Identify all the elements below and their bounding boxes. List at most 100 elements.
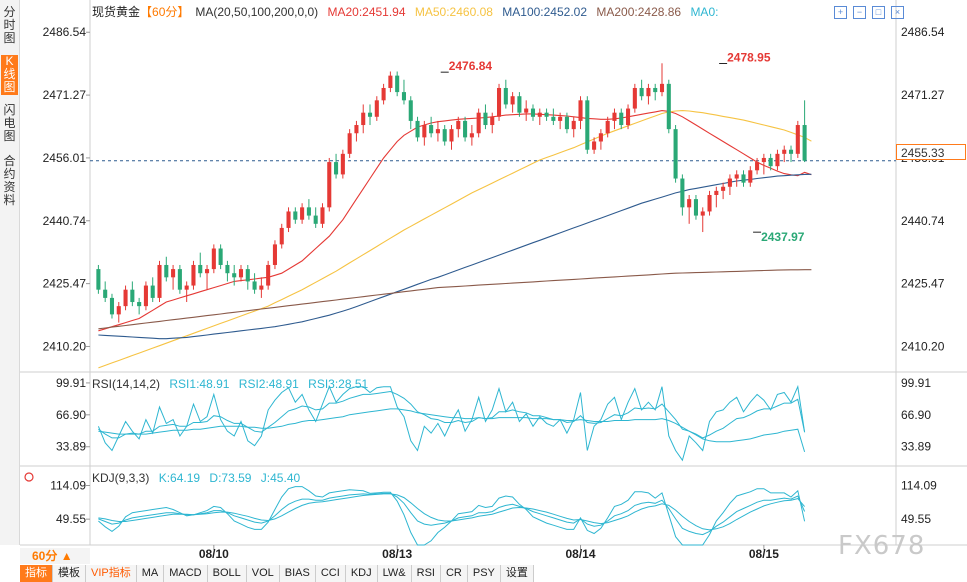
candle-body	[714, 190, 719, 195]
period-selector[interactable]: 60分 ▲	[20, 548, 90, 564]
main-legend: 现货黄金【60分】 MA(20,50,100,200,0,0) MA20:2451…	[92, 3, 724, 20]
candle-body	[245, 269, 250, 282]
candle-body	[300, 207, 305, 220]
candle-body	[578, 100, 583, 121]
indicator-tab[interactable]: 模板	[53, 565, 86, 582]
indicator-tab[interactable]: KDJ	[345, 565, 378, 582]
candle-body	[415, 120, 420, 138]
ma-line-ma20	[98, 110, 812, 332]
candle-body	[116, 306, 121, 315]
candle-body	[537, 112, 542, 117]
candle-body	[585, 100, 590, 150]
indicator-tab[interactable]: MA	[136, 565, 165, 582]
indicator-tab[interactable]: VIP指标	[86, 565, 137, 582]
rsi-line-rsi1	[97, 384, 806, 462]
legend-ma50: MA50:2460.08	[414, 5, 493, 19]
kdj-k-value: K:64.19	[158, 471, 201, 485]
indicator-tab[interactable]: PSY	[467, 565, 501, 582]
candle-body	[761, 157, 766, 163]
rsi1-value: RSI1:48.91	[169, 377, 230, 391]
y-tick-label-right: 114.09	[901, 479, 937, 493]
indicator-tab[interactable]: BOLL	[207, 565, 247, 582]
y-tick-label-right: 2471.27	[901, 88, 945, 102]
y-tick-label-left: 33.89	[56, 440, 86, 454]
candle-body	[653, 87, 658, 93]
candle-body	[137, 302, 142, 307]
ma-line-ma100	[98, 173, 812, 340]
candle-body	[612, 112, 617, 121]
y-tick-label-right: 2425.47	[901, 277, 945, 291]
indicator-tab[interactable]: LW&	[377, 565, 412, 582]
close-icon[interactable]: ×	[891, 6, 904, 19]
rsi-line-rsi3	[98, 408, 806, 453]
candle-body	[130, 289, 135, 303]
candle-body	[503, 87, 508, 105]
candle-body	[693, 199, 698, 216]
candle-body	[109, 297, 115, 315]
candle-body	[639, 87, 644, 97]
indicator-tab[interactable]: BIAS	[279, 565, 316, 582]
y-tick-label-right: 33.89	[901, 440, 931, 454]
candle-body	[782, 149, 787, 154]
indicator-bar: 指标 模板 VIP指标 MA MACD BOLL VOL BIAS CCI KDJ LW& RSI CR…	[20, 565, 534, 582]
indicator-tab[interactable]: RSI	[411, 565, 441, 582]
candle-body	[191, 264, 196, 286]
candle-body	[218, 248, 223, 265]
candle-body	[748, 170, 753, 183]
kdj-legend: KDJ(9,3,3) K:64.19 D:73.59 J:45.40	[92, 471, 306, 485]
candle-body	[463, 120, 468, 138]
indicator-tab[interactable]: 设置	[500, 565, 534, 582]
tab-timeshare[interactable]: 分时图	[3, 5, 16, 45]
indicator-tab[interactable]: 指标	[20, 565, 53, 582]
indicator-tab[interactable]: CCI	[315, 565, 346, 582]
candle-body	[741, 174, 746, 183]
candle-body	[605, 120, 610, 134]
candle-body	[293, 211, 298, 220]
candle-body	[171, 269, 176, 278]
legend-ma20: MA20:2451.94	[327, 5, 406, 19]
candle-body	[802, 125, 807, 161]
candle-body	[429, 125, 434, 134]
candle-body	[592, 141, 597, 150]
candle-body	[768, 157, 773, 167]
y-tick-label-right: 66.90	[901, 408, 931, 422]
chart-toolbar: + − □ ×	[834, 2, 910, 20]
candle-body	[687, 199, 692, 208]
candle-body	[395, 75, 400, 93]
tab-contract-info[interactable]: 合约资料	[3, 154, 16, 207]
candle-body	[279, 227, 284, 245]
kdj-params: KDJ(9,3,3)	[92, 471, 150, 485]
candle-body	[598, 133, 603, 142]
candle-body	[238, 269, 244, 278]
candle-body	[755, 162, 760, 171]
candle-body	[544, 112, 549, 117]
tab-lightning[interactable]: 闪电图	[3, 103, 16, 143]
candle-body	[680, 178, 685, 208]
tab-kline[interactable]: K线图	[1, 55, 18, 95]
candle-body	[286, 211, 291, 228]
candle-body	[401, 92, 407, 101]
candle-body	[564, 116, 569, 130]
zoom-in-icon[interactable]: +	[834, 6, 847, 19]
candle-body	[198, 264, 203, 274]
legend-ma0: MA0:	[690, 5, 719, 19]
candle-body	[320, 207, 325, 224]
rsi2-value: RSI2:48.91	[238, 377, 299, 391]
candle-body	[700, 211, 705, 216]
fit-icon[interactable]: □	[872, 6, 885, 19]
candle-body	[632, 87, 637, 109]
zoom-out-icon[interactable]: −	[853, 6, 866, 19]
legend-ma-params: MA(20,50,100,200,0,0)	[195, 5, 319, 19]
candle-body	[266, 264, 271, 286]
candle-body	[449, 129, 454, 142]
x-tick-label: 08/13	[382, 547, 412, 561]
indicator-tab[interactable]: CR	[440, 565, 468, 582]
y-tick-label-right: 2410.20	[901, 339, 945, 353]
ma-line-ma200	[98, 269, 812, 330]
rsi-line-rsi2	[98, 390, 806, 439]
candle-body	[340, 153, 345, 175]
indicator-tab[interactable]: VOL	[246, 565, 280, 582]
indicator-tab[interactable]: MACD	[164, 565, 208, 582]
rsi-params: RSI(14,14,2)	[92, 377, 161, 391]
x-tick-label: 08/15	[749, 547, 779, 561]
